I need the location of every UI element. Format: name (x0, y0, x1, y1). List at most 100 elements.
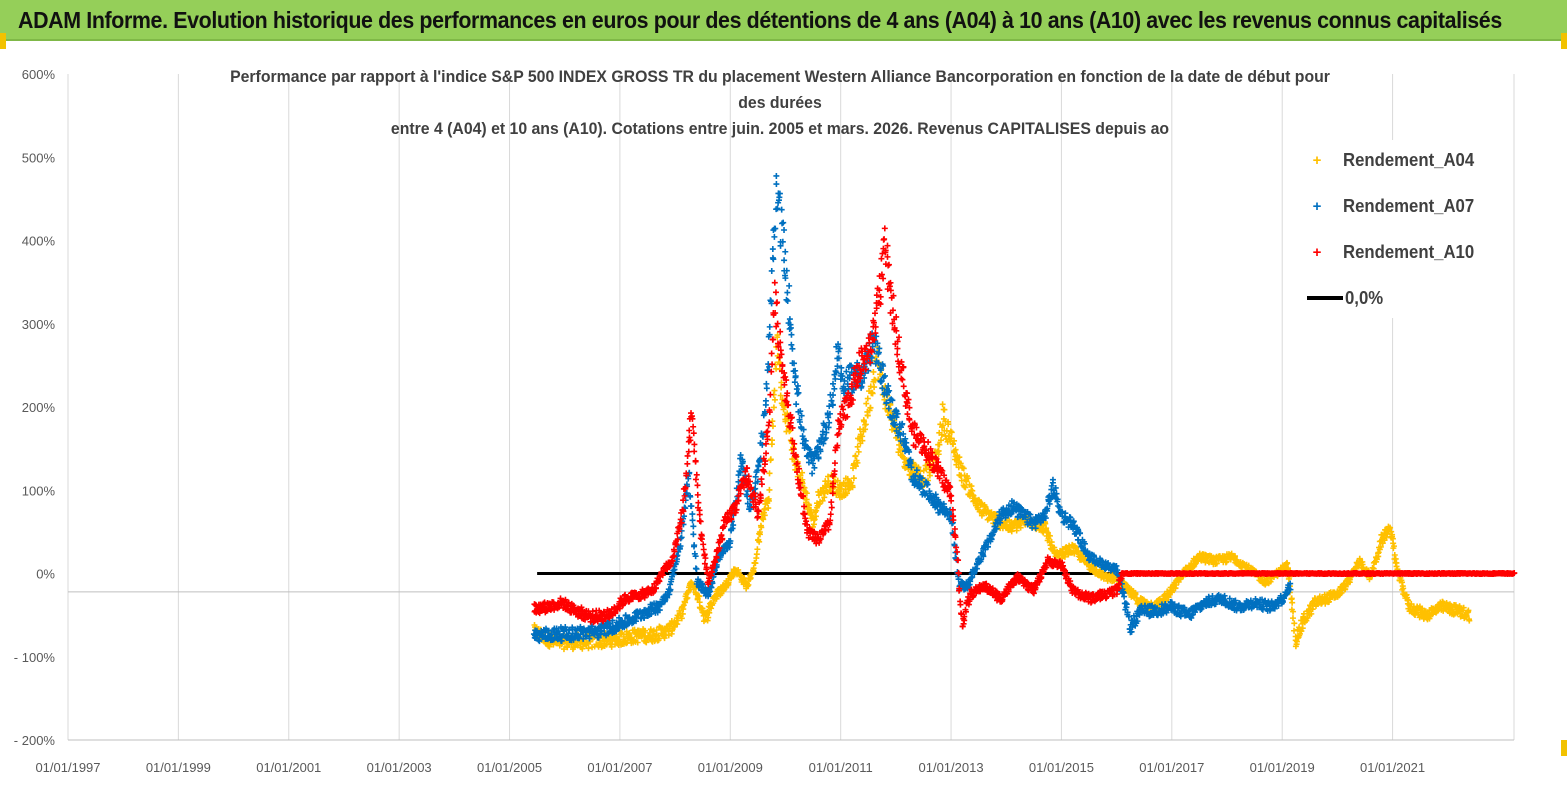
data-point-rendement-a04 (935, 447, 942, 454)
data-point-rendement-a04 (840, 479, 847, 486)
data-point-rendement-a10 (684, 452, 691, 459)
y-tick-label: 300% (22, 317, 56, 332)
data-point-rendement-a04 (766, 470, 773, 477)
data-point-rendement-a10 (688, 410, 695, 417)
data-point-rendement-a04 (699, 605, 706, 612)
data-point-rendement-a04 (821, 494, 828, 501)
data-point-rendement-a04 (1172, 585, 1179, 592)
data-point-rendement-a04 (1132, 589, 1139, 596)
data-point-rendement-a10 (693, 471, 700, 478)
data-point-rendement-a04 (761, 512, 768, 519)
data-point-rendement-a04 (939, 401, 946, 408)
data-point-rendement-a04 (956, 454, 963, 461)
data-point-rendement-a04 (952, 446, 959, 453)
data-point-rendement-a04 (752, 560, 759, 567)
data-point-rendement-a10 (684, 460, 691, 467)
data-point-rendement-a04 (806, 502, 813, 509)
data-point-rendement-a10 (879, 250, 886, 257)
data-point-rendement-a04 (1051, 544, 1058, 551)
data-point-rendement-a04 (618, 629, 625, 636)
data-point-rendement-a07 (784, 297, 791, 304)
data-point-rendement-a10 (768, 350, 775, 357)
data-point-rendement-a07 (784, 289, 791, 296)
data-point-rendement-a10 (828, 499, 835, 506)
data-point-rendement-a07 (692, 565, 699, 572)
data-point-rendement-a04 (947, 428, 954, 435)
data-point-rendement-a04 (870, 368, 877, 375)
data-point-rendement-a04 (758, 524, 765, 531)
data-point-rendement-a04 (680, 606, 687, 613)
data-point-rendement-a07 (762, 397, 769, 404)
data-point-rendement-a04 (1213, 560, 1220, 567)
data-point-rendement-a07 (788, 331, 795, 338)
y-tick-label: 500% (22, 150, 56, 165)
x-tick-label: 01/01/2013 (919, 760, 984, 775)
data-point-rendement-a04 (864, 412, 871, 419)
data-point-rendement-a07 (782, 248, 789, 255)
x-tick-label: 01/01/2019 (1250, 760, 1315, 775)
data-point-rendement-a04 (653, 627, 660, 634)
data-point-rendement-a04 (843, 490, 850, 497)
data-point-rendement-a10 (694, 482, 701, 489)
data-point-rendement-a04 (1267, 578, 1274, 585)
data-point-rendement-a04 (960, 465, 967, 472)
data-point-rendement-a10 (827, 511, 834, 518)
data-point-rendement-a04 (646, 629, 653, 636)
x-tick-label: 01/01/2007 (587, 760, 652, 775)
data-point-rendement-a04 (854, 443, 861, 450)
data-point-rendement-a04 (896, 446, 903, 453)
data-point-rendement-a04 (1299, 625, 1306, 632)
data-point-rendement-a04 (850, 475, 857, 482)
data-point-rendement-a04 (1289, 599, 1296, 606)
data-point-rendement-a04 (1366, 576, 1373, 583)
x-tick-label: 01/01/1997 (35, 760, 100, 775)
data-point-rendement-a10 (906, 416, 913, 423)
data-point-rendement-a04 (938, 431, 945, 438)
data-point-rendement-a04 (1285, 575, 1292, 582)
x-tick-label: 01/01/2001 (256, 760, 321, 775)
data-point-rendement-a10 (899, 376, 906, 383)
data-point-rendement-a10 (691, 448, 698, 455)
data-point-rendement-a04 (631, 626, 638, 633)
corner-marker-top-right (1561, 33, 1567, 49)
data-point-rendement-a04 (759, 515, 766, 522)
data-point-rendement-a04 (849, 484, 856, 491)
data-point-rendement-a10 (957, 598, 964, 605)
y-tick-label: 600% (22, 67, 56, 82)
data-point-rendement-a04 (957, 460, 964, 467)
data-point-rendement-a04 (684, 594, 691, 601)
data-point-rendement-a10 (696, 511, 703, 518)
x-tick-label: 01/01/2015 (1029, 760, 1094, 775)
y-tick-label: - 200% (14, 733, 56, 748)
data-point-rendement-a04 (669, 627, 676, 634)
data-point-rendement-a04 (642, 627, 649, 634)
data-point-rendement-a04 (774, 332, 781, 339)
data-point-rendement-a04 (863, 400, 870, 407)
data-point-rendement-a04 (696, 599, 703, 606)
data-point-rendement-a04 (962, 484, 969, 491)
data-point-rendement-a07 (781, 257, 788, 264)
data-point-rendement-a04 (895, 449, 902, 456)
scatter-chart: 600%500%400%300%200%100%0%- 100%- 200%01… (14, 67, 1518, 775)
data-point-rendement-a04 (852, 463, 859, 470)
data-point-rendement-a04 (852, 453, 859, 460)
data-point-rendement-a04 (803, 490, 810, 497)
data-point-rendement-a04 (608, 643, 615, 650)
data-point-rendement-a04 (945, 421, 952, 428)
data-point-rendement-a04 (747, 574, 754, 581)
data-point-rendement-a04 (1300, 610, 1307, 617)
data-point-rendement-a04 (771, 396, 778, 403)
data-point-rendement-a04 (1293, 638, 1300, 645)
data-point-rendement-a07 (789, 345, 796, 352)
data-point-rendement-a04 (811, 517, 818, 524)
data-point-rendement-a07 (689, 511, 696, 518)
data-point-rendement-a04 (799, 469, 806, 476)
data-point-rendement-a07 (794, 382, 801, 389)
data-point-rendement-a10 (694, 491, 701, 498)
data-point-rendement-a04 (1017, 524, 1024, 531)
data-point-rendement-a10 (691, 441, 698, 448)
data-point-rendement-a10 (700, 541, 707, 548)
y-tick-label: - 100% (14, 650, 56, 665)
data-point-rendement-a04 (1165, 591, 1172, 598)
data-point-rendement-a04 (1169, 589, 1176, 596)
